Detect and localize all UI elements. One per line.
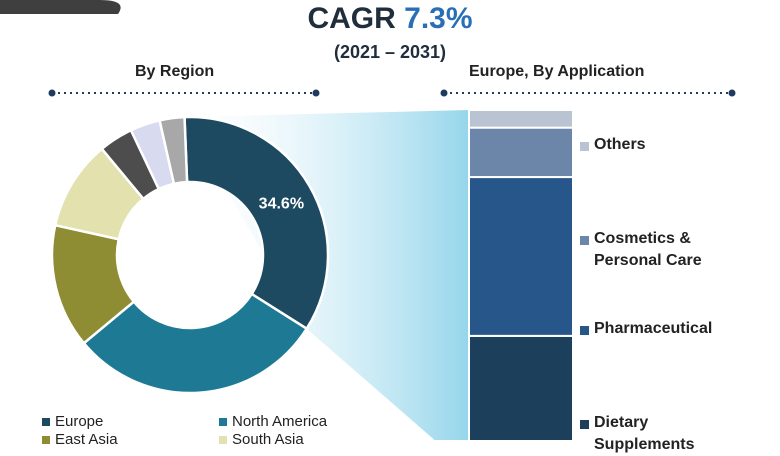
application-label-pharmaceutical: Pharmaceutical <box>580 318 713 340</box>
legend-swatch-icon <box>219 417 227 426</box>
brand-logo-icon <box>0 0 121 14</box>
legend-swatch-icon <box>42 417 50 426</box>
bar-segment-dietary-supplements <box>468 334 574 440</box>
application-label-line: Cosmetics & <box>594 230 691 247</box>
donut-slice-north-america <box>82 292 309 395</box>
application-label-line: Pharmaceutical <box>594 320 713 337</box>
legend-swatch-icon <box>580 326 589 335</box>
bar-segment-cosmetics-and-personal-care <box>468 126 574 179</box>
legend-label: Europe <box>55 413 104 430</box>
application-label-others: Others <box>580 134 646 156</box>
cagr-value: 7.3% <box>404 2 473 35</box>
application-label-cosmetics-and-personal-care: Cosmetics & Personal Care <box>580 228 702 272</box>
forecast-period: (2021 – 2031) <box>333 42 447 62</box>
bar-segment-pharmaceutical <box>468 176 574 337</box>
divider-dot <box>312 89 320 97</box>
legend-swatch-icon <box>580 236 589 245</box>
application-label-line: Dietary <box>594 414 649 431</box>
donut-slice-europe <box>183 115 330 331</box>
application-label-line: Personal Care <box>594 252 702 269</box>
cagr-label: CAGR <box>307 2 396 35</box>
divider-dot <box>728 89 736 97</box>
by-region-title: By Region <box>135 63 215 80</box>
cagr-heading: CAGR 7.3% <box>0 2 780 36</box>
europe-share-label: 34.6% <box>259 195 304 212</box>
legend-swatch-icon <box>580 420 589 429</box>
application-label-dietary-supplements: Dietary Supplements <box>580 412 695 456</box>
donut-slice-oceania <box>158 115 189 186</box>
europe-by-application-title: Europe, By Application <box>469 63 645 80</box>
legend-item-europe: Europe <box>42 413 103 430</box>
divider-dot <box>48 89 56 97</box>
application-label-line: Others <box>594 136 646 153</box>
divider-dot <box>440 89 448 97</box>
legend-label: North America <box>232 413 328 430</box>
legend-swatch-icon <box>580 142 589 151</box>
region-and-application-chart: 34.6% <box>48 89 736 440</box>
legend-item-north-america: North America <box>219 413 327 430</box>
bar-segment-others <box>468 109 574 129</box>
application-label-line: Supplements <box>594 436 695 453</box>
